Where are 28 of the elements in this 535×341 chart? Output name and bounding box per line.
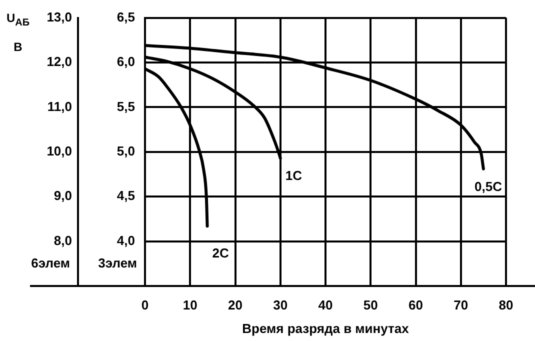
y2-tick-label: 11,0 xyxy=(47,98,72,114)
y-axis-title: 3элем xyxy=(98,256,137,271)
y2-tick-label: 9,0 xyxy=(54,188,72,204)
y-tick-label: 5,5 xyxy=(116,98,135,114)
chart-title: U$_{АБ}$ В xyxy=(6,11,30,54)
y-tick-label: 6,0 xyxy=(116,54,135,70)
x-tick-label: 20 xyxy=(228,297,242,312)
y-tick-label: 4,5 xyxy=(116,188,135,204)
x-tick-label: 30 xyxy=(273,297,288,312)
x-tick-label: 70 xyxy=(454,297,468,312)
y2-tick-label: 10,0 xyxy=(46,143,72,158)
x-tick-label: 80 xyxy=(498,297,514,312)
series-label: 2C xyxy=(212,245,230,260)
y2-axis-title: 6элем xyxy=(31,256,70,271)
x-tick-label: 60 xyxy=(408,297,423,312)
y2-tick-label: 8,0 xyxy=(54,232,72,248)
x-tick-label: 40 xyxy=(318,297,333,312)
x-tick-label: 0 xyxy=(141,297,149,312)
y-tick-label: 6,5 xyxy=(116,9,135,24)
y-tick-label: 5,0 xyxy=(116,143,135,158)
series-label: 0,5C xyxy=(474,178,503,194)
x-tick-label: 50 xyxy=(363,297,378,312)
y-tick-label: 4,0 xyxy=(116,232,135,248)
series-label: 1C xyxy=(285,168,303,184)
x-tick-label: 10 xyxy=(182,297,198,312)
y2-tick-label: 13,0 xyxy=(46,9,72,24)
x-axis-title: Время разряда в минутах xyxy=(242,320,410,336)
y2-tick-label: 12,0 xyxy=(46,54,72,70)
